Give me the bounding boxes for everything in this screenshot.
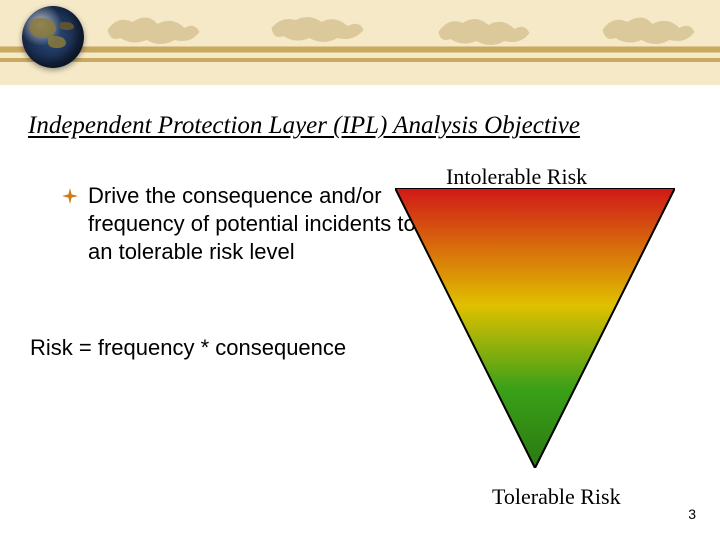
header-band bbox=[0, 0, 720, 85]
bullet-item: Drive the consequence and/or frequency o… bbox=[62, 182, 442, 266]
risk-triangle-icon bbox=[395, 188, 675, 468]
bullet-text: Drive the consequence and/or frequency o… bbox=[88, 182, 442, 266]
risk-equation: Risk = frequency * consequence bbox=[30, 335, 346, 361]
compass-bullet-icon bbox=[62, 188, 78, 204]
risk-triangle-container bbox=[395, 188, 675, 478]
map-silhouette-icon bbox=[585, 10, 710, 50]
map-silhouette-icon bbox=[255, 10, 380, 50]
header-world-maps bbox=[90, 10, 710, 50]
globe-icon bbox=[22, 6, 84, 68]
label-intolerable-risk: Intolerable Risk bbox=[446, 164, 587, 190]
slide-number: 3 bbox=[688, 506, 696, 522]
map-silhouette-icon bbox=[90, 10, 215, 50]
slide-title: Independent Protection Layer (IPL) Analy… bbox=[28, 112, 580, 140]
label-tolerable-risk: Tolerable Risk bbox=[492, 484, 621, 510]
map-silhouette-icon bbox=[420, 10, 545, 50]
